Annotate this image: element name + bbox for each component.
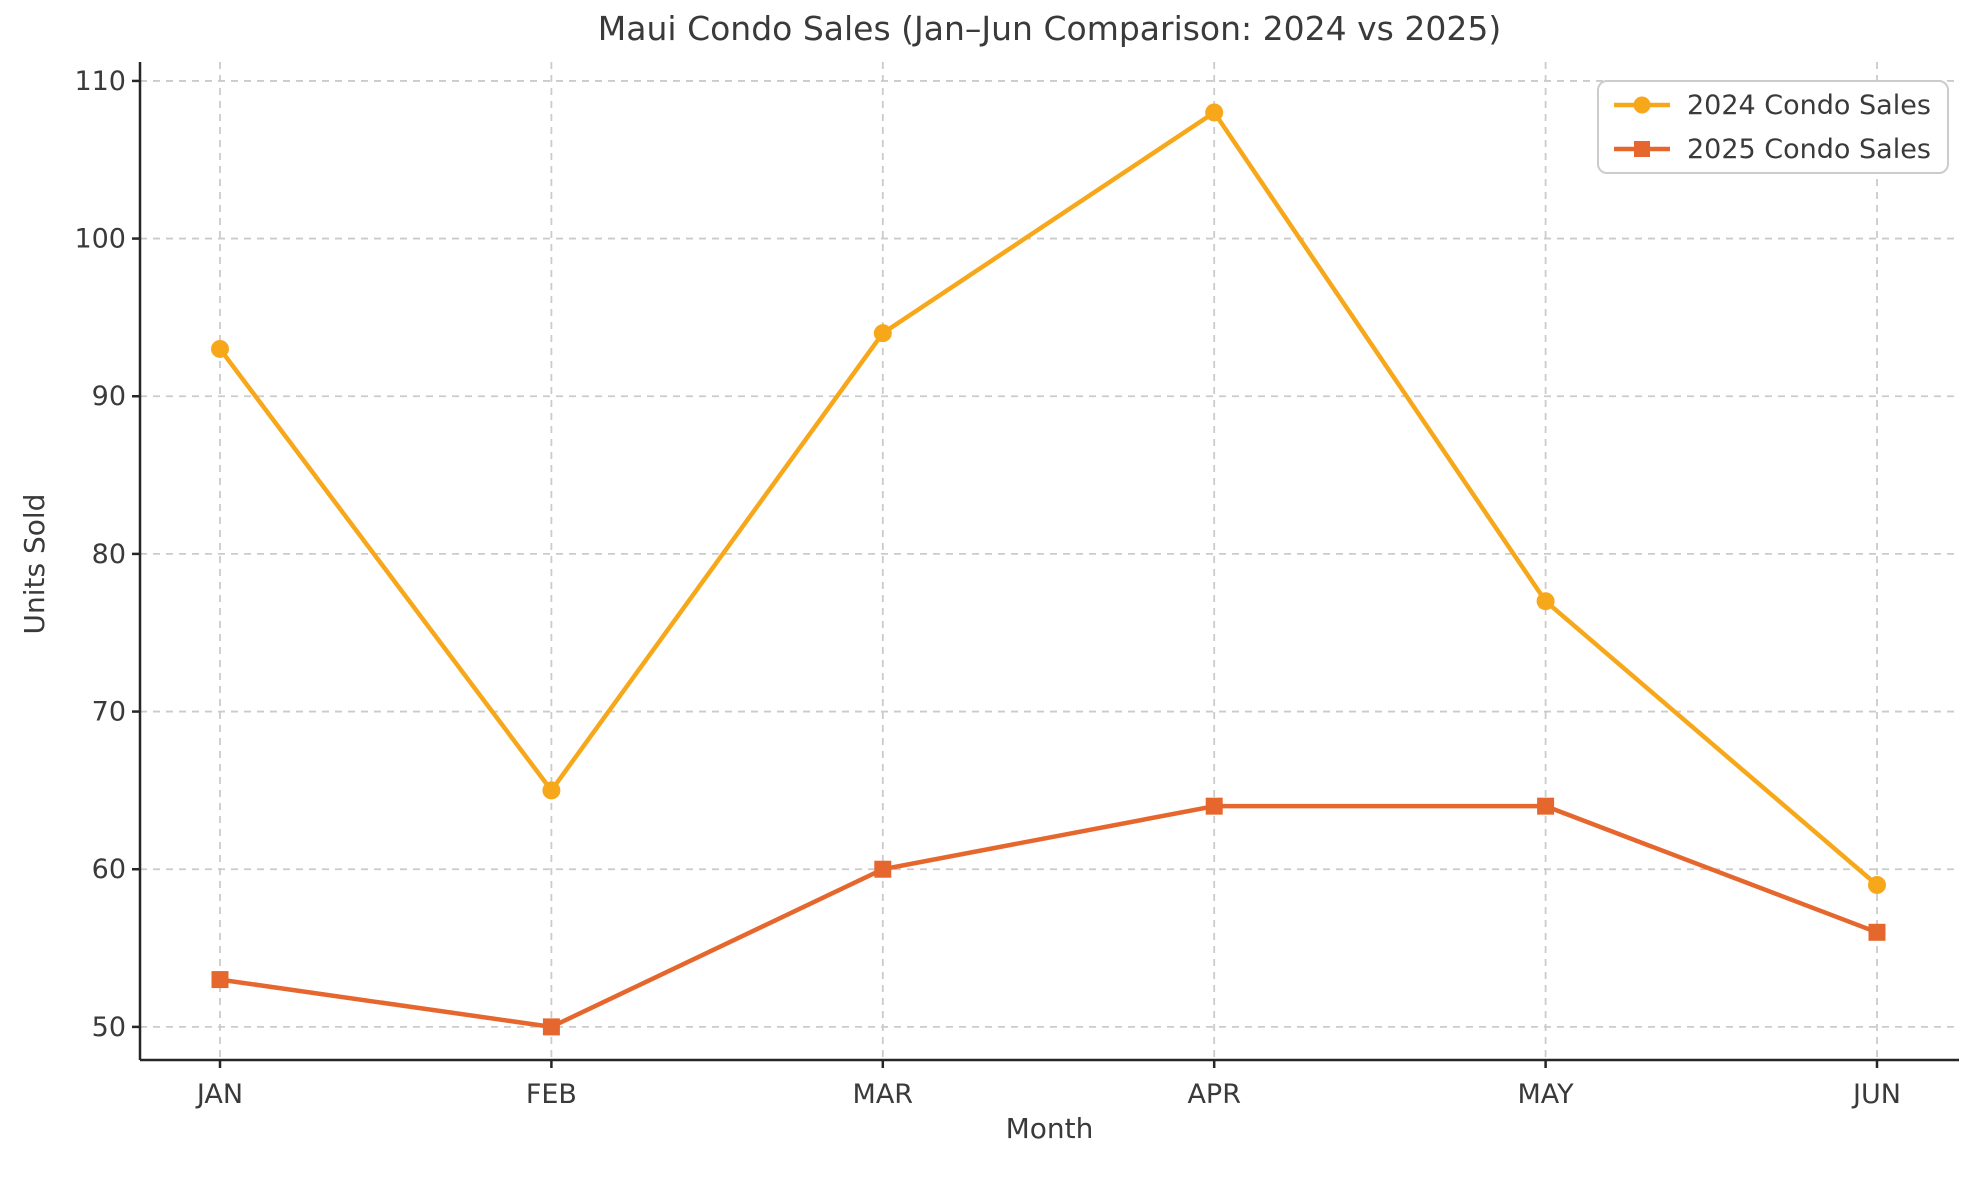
data-point-circle — [1536, 592, 1555, 611]
legend: 2024 Condo Sales 2025 Condo Sales — [1597, 80, 1949, 174]
line-square-marker-icon — [1614, 141, 1670, 157]
chart-title: Maui Condo Sales (Jan–Jun Comparison: 20… — [597, 9, 1502, 48]
legend-item-2025: 2025 Condo Sales — [1611, 128, 1947, 170]
data-point-square — [1537, 797, 1555, 815]
x-tick-label: MAR — [853, 1079, 914, 1110]
data-point-square — [542, 1018, 560, 1036]
data-point-square — [1205, 797, 1223, 815]
y-tick-label: 80 — [92, 539, 126, 570]
data-point-square — [211, 971, 229, 989]
y-tick-label: 70 — [92, 697, 126, 728]
y-tick-label: 60 — [92, 854, 126, 885]
x-tick-label: FEB — [526, 1079, 577, 1110]
data-point-square — [874, 860, 892, 878]
series-line-2024 — [217, 110, 1880, 888]
legend-label-2025: 2025 Condo Sales — [1687, 133, 1931, 165]
data-point-circle — [1868, 875, 1886, 894]
data-point-circle — [211, 339, 229, 358]
data-point-circle — [1205, 103, 1224, 122]
y-tick-label: 90 — [92, 381, 126, 412]
y-tick-label: 110 — [74, 66, 126, 97]
x-tick-label: JAN — [195, 1079, 243, 1110]
data-point-square — [1868, 923, 1886, 941]
data-point-circle — [873, 324, 892, 343]
x-axis-label: Month — [1005, 1112, 1094, 1145]
data-point-circle — [542, 781, 561, 800]
y-tick-label: 50 — [92, 1012, 126, 1043]
x-tick-label: MAY — [1518, 1079, 1575, 1110]
series-line-2025 — [217, 803, 1880, 1030]
legend-item-2024: 2024 Condo Sales — [1611, 84, 1947, 126]
x-tick-label: JUN — [1851, 1079, 1901, 1110]
y-tick-label: 100 — [74, 224, 126, 255]
x-tick-label: APR — [1187, 1079, 1241, 1110]
legend-label-2024: 2024 Condo Sales — [1687, 89, 1931, 121]
line-circle-marker-icon — [1614, 96, 1670, 114]
